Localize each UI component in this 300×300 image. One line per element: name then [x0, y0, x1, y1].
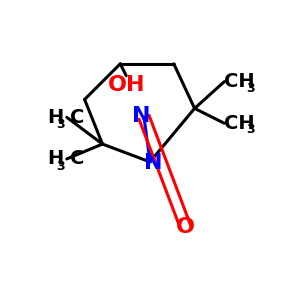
Text: N: N: [144, 153, 162, 173]
Text: H: H: [48, 149, 64, 168]
Text: C: C: [70, 108, 84, 127]
Text: 3: 3: [57, 118, 65, 131]
Text: 3: 3: [247, 123, 255, 136]
Text: OH: OH: [107, 75, 145, 94]
Text: CH: CH: [224, 72, 255, 91]
Text: N: N: [132, 106, 150, 126]
Text: O: O: [176, 217, 195, 237]
Text: H: H: [48, 108, 64, 127]
Text: C: C: [70, 149, 84, 168]
Text: 3: 3: [247, 82, 255, 95]
Text: 3: 3: [57, 160, 65, 173]
Text: CH: CH: [224, 114, 255, 133]
